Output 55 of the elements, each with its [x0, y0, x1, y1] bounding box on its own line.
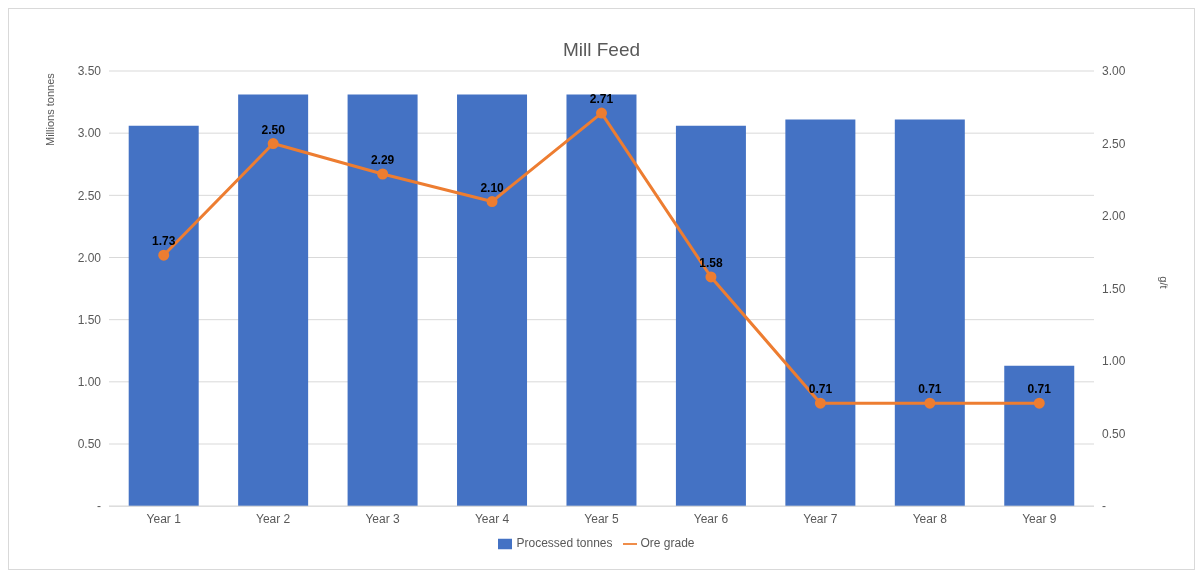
- point: [1033, 397, 1045, 409]
- point: [158, 249, 170, 261]
- y-tick-label: 3.00: [77, 126, 102, 141]
- y-tick-label: 0.50: [77, 437, 102, 452]
- y2-tick-label: 3.00: [1102, 64, 1126, 79]
- y2-tick-label: 2.00: [1102, 209, 1126, 224]
- legend-label: Ore grade: [640, 536, 695, 551]
- y2-tick-label: 2.50: [1102, 136, 1126, 151]
- point: [267, 138, 279, 150]
- y-tick-label: 3.50: [77, 64, 102, 79]
- y2-axis-title: g/t: [1158, 276, 1171, 289]
- legend-label: Processed tonnes: [516, 536, 613, 551]
- data-label: 2.29: [370, 152, 395, 167]
- bar: [457, 94, 528, 507]
- y2-tick-label: 1.00: [1102, 354, 1126, 369]
- point: [486, 196, 498, 208]
- data-label: 0.71: [808, 382, 833, 397]
- bar: [675, 125, 746, 507]
- data-label: 2.10: [480, 180, 505, 195]
- data-label: 0.71: [1027, 382, 1052, 397]
- point: [705, 271, 717, 283]
- bar: [894, 119, 965, 507]
- bar: [566, 94, 637, 507]
- x-tick-label: Year 1: [146, 511, 182, 526]
- point: [814, 397, 826, 409]
- x-tick-label: Year 7: [803, 511, 838, 526]
- data-label: 0.71: [918, 382, 942, 397]
- y2-tick-label: 1.50: [1102, 281, 1126, 296]
- y-tick-label: 1.00: [77, 375, 102, 390]
- y-tick-label: -: [97, 499, 101, 514]
- y-tick-label: 1.50: [77, 312, 102, 327]
- bar: [347, 94, 418, 507]
- point: [924, 397, 936, 409]
- y-axis-title: Millions tonnes: [43, 72, 56, 146]
- data-label: 1.73: [152, 234, 176, 249]
- bar: [1004, 365, 1075, 507]
- bar: [238, 94, 309, 507]
- bar: [785, 119, 856, 507]
- chart-title: Mill Feed: [561, 38, 642, 61]
- point: [596, 107, 607, 119]
- bar: [128, 125, 199, 507]
- y-tick-label: 2.50: [77, 188, 102, 203]
- point: [377, 168, 389, 180]
- x-tick-label: Year 4: [474, 511, 510, 526]
- x-tick-label: Year 3: [365, 511, 401, 526]
- x-tick-label: Year 6: [693, 511, 729, 526]
- x-tick-label: Year 8: [912, 511, 948, 526]
- x-tick-label: Year 9: [1022, 511, 1057, 526]
- data-label: 2.71: [589, 92, 614, 107]
- y-tick-label: 2.00: [77, 250, 102, 265]
- y2-tick-label: 0.50: [1102, 426, 1126, 441]
- x-tick-label: Year 2: [256, 511, 291, 526]
- y2-tick-label: -: [1102, 499, 1106, 514]
- x-tick-label: Year 5: [584, 511, 619, 526]
- data-label: 2.50: [261, 122, 286, 137]
